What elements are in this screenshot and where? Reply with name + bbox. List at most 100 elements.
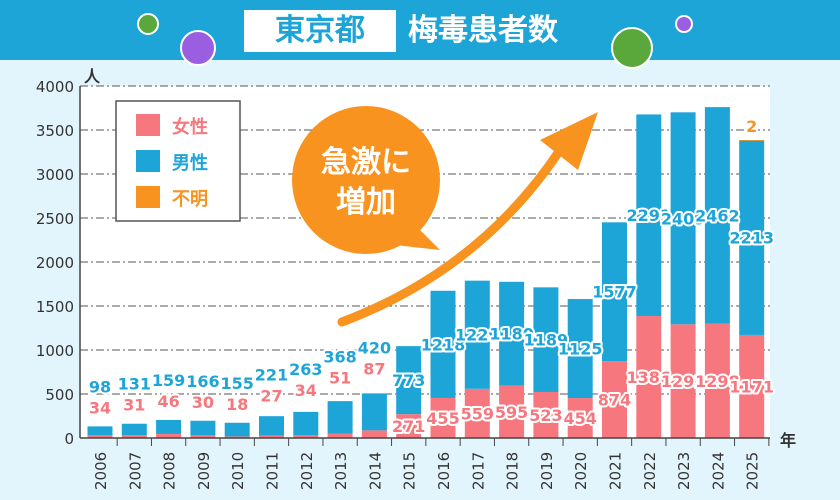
x-tick-label: 2014 xyxy=(366,452,384,490)
data-label-male: 263 xyxy=(289,360,322,379)
data-label-female: 1298 xyxy=(695,372,740,391)
data-label-male: 166 xyxy=(186,372,219,391)
legend-female: 女性 xyxy=(172,116,208,138)
bar-male-2010 xyxy=(224,422,250,437)
bar-male-2007 xyxy=(121,423,147,436)
bar-male-2012 xyxy=(293,411,319,436)
data-label-male: 2291 xyxy=(627,206,672,225)
data-label-male: 1218 xyxy=(421,335,466,354)
x-tick-label: 2008 xyxy=(161,452,179,490)
x-tick-label: 2025 xyxy=(744,452,762,490)
x-tick-label: 2007 xyxy=(126,452,144,490)
title-box xyxy=(244,10,396,52)
data-label-male: 420 xyxy=(358,338,391,357)
bar-male-2018 xyxy=(499,281,525,386)
callout-bubble: 急激に 増加 xyxy=(292,106,440,254)
data-label-female: 1386 xyxy=(627,368,672,387)
data-label-male: 98 xyxy=(89,377,111,396)
data-label-female: 34 xyxy=(89,398,111,417)
data-label-female: 1292 xyxy=(661,372,706,391)
bar-female-2008 xyxy=(156,433,182,438)
bar-male-2020 xyxy=(567,299,593,399)
data-label-female: 31 xyxy=(123,396,145,415)
data-label-male: 1229 xyxy=(455,326,500,345)
data-label-male: 2213 xyxy=(729,229,774,248)
bar-female-2023 xyxy=(670,324,696,438)
data-label-female: 46 xyxy=(157,392,179,411)
y-tick-label: 500 xyxy=(45,386,74,404)
bar-female-2012 xyxy=(293,435,319,438)
y-tick-label: 2500 xyxy=(36,210,74,228)
data-label-male: 159 xyxy=(152,371,185,390)
callout-line2: 増加 xyxy=(336,185,396,220)
bar-female-2017 xyxy=(464,388,490,438)
trend-arrow xyxy=(337,112,598,327)
bar-female-2007 xyxy=(121,435,147,438)
x-tick-label: 2009 xyxy=(195,452,213,490)
bar-male-2024 xyxy=(704,107,730,324)
data-label-male: 131 xyxy=(118,375,151,394)
bar-male-2015 xyxy=(396,346,422,415)
bar-female-2010 xyxy=(224,436,250,438)
bar-male-2019 xyxy=(533,287,559,392)
bar-female-2021 xyxy=(602,361,627,438)
data-label-male: 1180 xyxy=(489,325,534,344)
x-tick-label: 2018 xyxy=(504,452,522,490)
data-label-unknown: 2 xyxy=(746,117,757,136)
bar-female-2013 xyxy=(327,433,353,438)
x-tick-label: 2021 xyxy=(607,452,625,490)
data-label-female: 87 xyxy=(363,359,385,378)
bar-male-2022 xyxy=(636,114,662,317)
legend-male: 男性 xyxy=(172,152,208,174)
callout-line1: 急激に xyxy=(321,145,411,180)
bar-female-2024 xyxy=(704,323,730,438)
x-tick-label: 2016 xyxy=(435,452,453,490)
data-label-female: 595 xyxy=(495,403,528,422)
bar-unknown-2025 xyxy=(739,140,765,141)
y-tick-label: 1000 xyxy=(36,342,74,360)
y-tick-label: 3500 xyxy=(36,122,74,140)
y-tick-label: 2000 xyxy=(36,254,74,272)
data-label-male: 2409 xyxy=(661,209,706,228)
x-tick-label: 2015 xyxy=(401,452,419,490)
y-tick-label: 0 xyxy=(64,430,74,448)
legend-swatch-unknown xyxy=(136,186,160,208)
data-label-male: 2462 xyxy=(695,206,740,225)
data-label-female: 559 xyxy=(461,404,494,423)
data-label-female: 18 xyxy=(226,395,248,414)
bar-female-2015 xyxy=(396,414,422,438)
x-tick-label: 2011 xyxy=(264,452,282,490)
bar-female-2006 xyxy=(87,435,113,438)
bar-male-2025 xyxy=(739,140,765,335)
data-label-female: 27 xyxy=(260,387,282,406)
data-label-male: 1189 xyxy=(524,331,569,350)
data-label-female: 523 xyxy=(529,406,562,425)
chart-title: 梅毒患者数 xyxy=(408,13,558,48)
bar-female-2014 xyxy=(361,430,387,438)
data-label-female: 1171 xyxy=(729,377,774,396)
bar-male-2006 xyxy=(87,426,113,436)
data-label-male: 155 xyxy=(220,374,253,393)
bar-female-2011 xyxy=(259,435,284,438)
title-region: 東京都 xyxy=(275,13,365,48)
data-label-male: 221 xyxy=(255,366,288,385)
legend-swatch-male xyxy=(136,150,160,172)
x-tick-label: 2010 xyxy=(229,452,247,490)
x-tick-label: 2019 xyxy=(538,452,556,490)
data-label-female: 30 xyxy=(192,393,214,412)
x-tick-label: 2017 xyxy=(469,452,487,490)
data-label-female: 874 xyxy=(598,391,631,410)
y-axis-label: 人 xyxy=(84,67,101,86)
data-label-female: 34 xyxy=(295,381,317,400)
virus-icon xyxy=(137,13,693,69)
bar-female-2020 xyxy=(567,398,593,438)
data-label-female: 51 xyxy=(329,369,351,388)
x-tick-label: 2006 xyxy=(92,452,110,490)
y-tick-label: 1500 xyxy=(36,298,74,316)
legend: 女性 男性 不明 xyxy=(115,100,241,222)
bar-male-2008 xyxy=(156,419,182,434)
legend-swatch-female xyxy=(136,114,160,136)
data-label-female: 455 xyxy=(426,409,459,428)
x-tick-label: 2023 xyxy=(675,452,693,490)
